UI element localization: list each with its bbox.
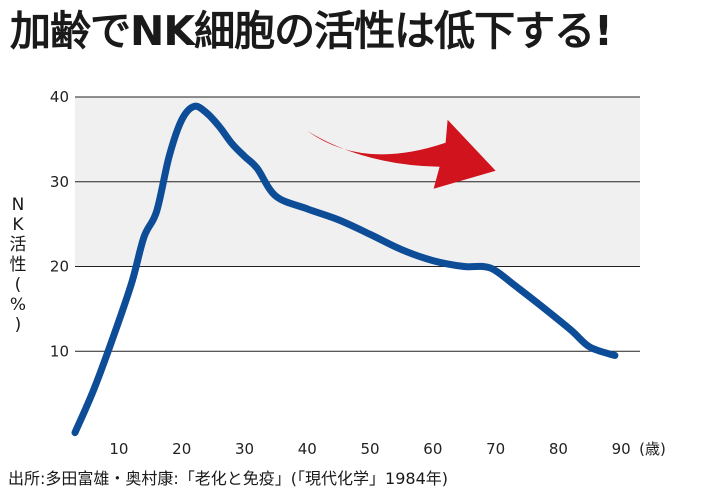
y-axis-label-char: N <box>11 195 25 215</box>
x-tick-label: 70 <box>486 440 505 458</box>
x-tick-label: 60 <box>423 440 442 458</box>
series-line <box>71 102 619 437</box>
y-tick-label: 30 <box>50 173 69 191</box>
y-axis-label-char: K <box>12 215 24 235</box>
x-tick-label: 40 <box>298 440 317 458</box>
y-axis-label: N K 活 性 ( % ) <box>6 195 30 335</box>
x-tick-label: 10 <box>109 440 128 458</box>
chart-title: 加齢でNK細胞の活性は低下する! <box>10 7 613 55</box>
grid-band <box>75 97 640 182</box>
x-tick-label: 90 <box>612 440 631 458</box>
x-tick-label: 50 <box>361 440 380 458</box>
y-tick-label: 10 <box>50 342 69 360</box>
x-tick-label: 30 <box>235 440 254 458</box>
grid-band <box>75 181 640 267</box>
y-axis-label-char: 活 <box>9 235 27 255</box>
y-axis-label-char: 性 <box>9 255 27 275</box>
source-citation: 出所:多田富雄・奥村康:「老化と免疫」(「現代化学」1984年) <box>8 469 448 488</box>
y-tick-label: 40 <box>50 88 69 106</box>
y-tick-label: 20 <box>50 258 69 276</box>
y-axis-label-char: % <box>9 295 27 315</box>
y-axis-label-char: ) <box>14 315 22 335</box>
y-axis-label-char: ( <box>14 275 22 295</box>
x-axis-unit: (歳) <box>639 440 666 458</box>
x-tick-label: 20 <box>172 440 191 458</box>
x-tick-label: 80 <box>549 440 568 458</box>
decline-arrow <box>307 119 496 189</box>
